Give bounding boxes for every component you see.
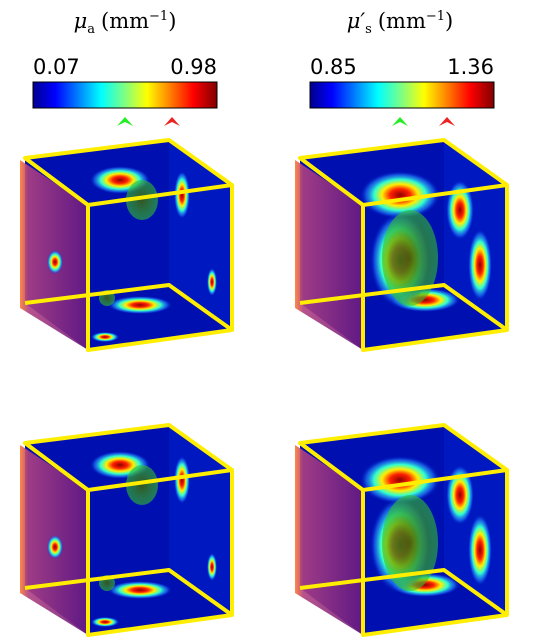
cube xyxy=(20,423,234,637)
colorbar-max: 0.98 xyxy=(170,55,217,79)
marker-red xyxy=(164,117,180,126)
blob xyxy=(108,581,172,599)
blob xyxy=(91,332,119,342)
blob xyxy=(207,553,217,581)
blob xyxy=(360,456,440,504)
colorbar xyxy=(32,81,218,109)
blob xyxy=(360,171,440,219)
edges xyxy=(24,283,234,332)
marker-green xyxy=(117,117,133,126)
panel-left-header: μa (mm−1) 0.07 0.98 xyxy=(32,9,218,126)
cube xyxy=(295,138,509,352)
blob xyxy=(468,229,492,301)
blob xyxy=(174,456,190,504)
panel-right-header: μ′s (mm−1) 0.85 1.36 xyxy=(309,9,495,126)
edges xyxy=(24,568,234,617)
edges xyxy=(299,568,509,617)
blob xyxy=(446,180,474,240)
marker-green xyxy=(392,117,408,126)
cubes xyxy=(20,138,509,637)
colorbar xyxy=(309,81,495,109)
cube xyxy=(20,138,234,352)
edges xyxy=(298,138,509,207)
blob xyxy=(446,465,474,525)
blob xyxy=(91,617,119,627)
blob xyxy=(47,535,63,559)
title: μ′s (mm−1) xyxy=(347,9,454,37)
marker-red xyxy=(439,117,455,126)
colorbar-min: 0.07 xyxy=(33,55,80,79)
inclusion xyxy=(126,180,158,220)
edges xyxy=(23,423,234,492)
blob xyxy=(174,171,190,219)
colorbar-max: 1.36 xyxy=(447,55,494,79)
blob xyxy=(207,268,217,296)
inclusion xyxy=(382,210,438,306)
cube xyxy=(295,423,509,637)
title: μa (mm−1) xyxy=(74,9,177,37)
edges xyxy=(298,423,509,492)
edges xyxy=(23,138,234,207)
blob xyxy=(108,296,172,314)
inclusion xyxy=(382,495,438,591)
blob xyxy=(468,514,492,586)
blob xyxy=(47,250,63,274)
edges xyxy=(299,283,509,332)
colorbar-min: 0.85 xyxy=(310,55,357,79)
inclusion xyxy=(126,465,158,505)
